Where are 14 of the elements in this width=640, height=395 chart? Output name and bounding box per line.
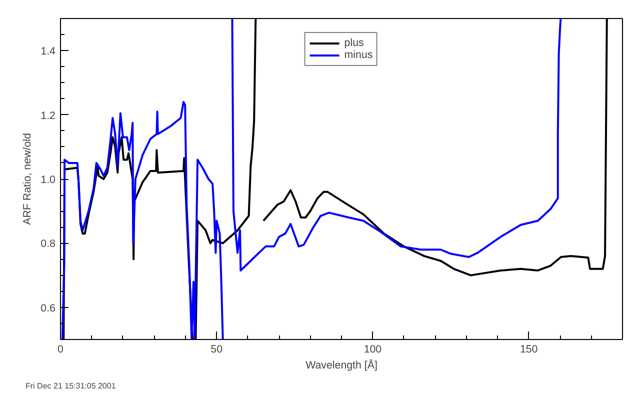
y-axis-title: ARF Ratio, new/old bbox=[22, 133, 34, 225]
legend-label: plus bbox=[344, 37, 364, 49]
x-tick-label: 50 bbox=[210, 344, 223, 356]
text: Fri Dec 21 15:31:05 2001 bbox=[26, 382, 116, 390]
x-axis-title: Wavelength [Å] bbox=[306, 358, 378, 372]
y-tick-label: 1.0 bbox=[40, 174, 56, 186]
x-tick-label: 150 bbox=[520, 344, 538, 356]
y-tick-label: 0.6 bbox=[40, 302, 56, 314]
y-tick-label: 1.4 bbox=[40, 46, 56, 58]
y-tick-label: 1.2 bbox=[40, 110, 56, 122]
x-tick-label: 100 bbox=[364, 344, 382, 356]
legend-label: minus bbox=[344, 49, 373, 61]
y-tick-label: 0.8 bbox=[40, 238, 56, 250]
x-tick-label: 0 bbox=[58, 344, 64, 356]
